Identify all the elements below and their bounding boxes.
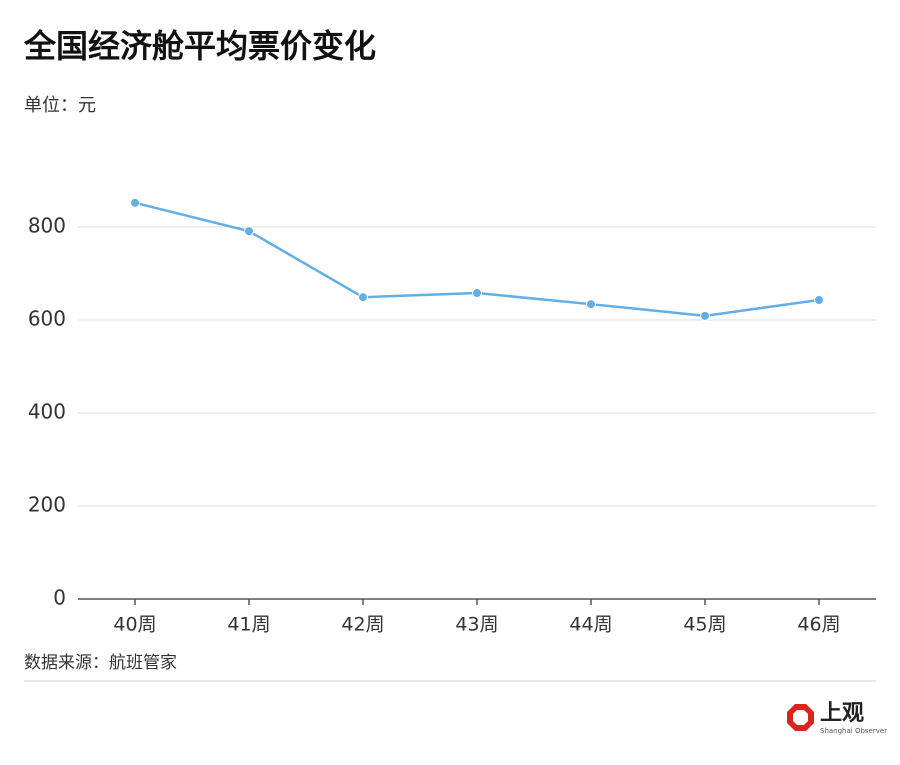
- data-point: [586, 299, 596, 310]
- y-tick-label: 600: [28, 307, 66, 331]
- y-tick-label: 0: [53, 586, 66, 610]
- data-point: [358, 292, 368, 303]
- line-series: [134, 201, 820, 318]
- y-tick-label: 800: [28, 214, 66, 238]
- data-point: [130, 197, 140, 208]
- y-tick-label: 200: [28, 493, 66, 517]
- chart-title: 全国经济舱平均票价变化: [23, 27, 376, 65]
- data-point: [244, 226, 254, 237]
- brand-logo: 上观 Shanghai Observer: [787, 701, 887, 735]
- brand-name: 上观: [820, 701, 864, 726]
- x-tick-label: 41周: [227, 614, 270, 636]
- logo-icon-inner: [793, 710, 808, 725]
- x-tick-label: 46周: [797, 614, 840, 636]
- y-tick-label: 400: [28, 400, 66, 424]
- data-point: [814, 295, 824, 306]
- brand-tagline: Shanghai Observer: [820, 727, 887, 735]
- x-tick-label: 40周: [113, 614, 156, 636]
- data-point: [700, 310, 710, 321]
- x-tick-label: 43周: [455, 614, 498, 636]
- source-note: 数据来源：航班管家: [24, 653, 177, 673]
- x-tick-label: 44周: [569, 614, 612, 636]
- x-tick-label: 42周: [341, 614, 384, 636]
- chart-subtitle: 单位：元: [24, 95, 96, 116]
- data-point: [472, 288, 482, 299]
- x-tick-label: 45周: [683, 614, 726, 636]
